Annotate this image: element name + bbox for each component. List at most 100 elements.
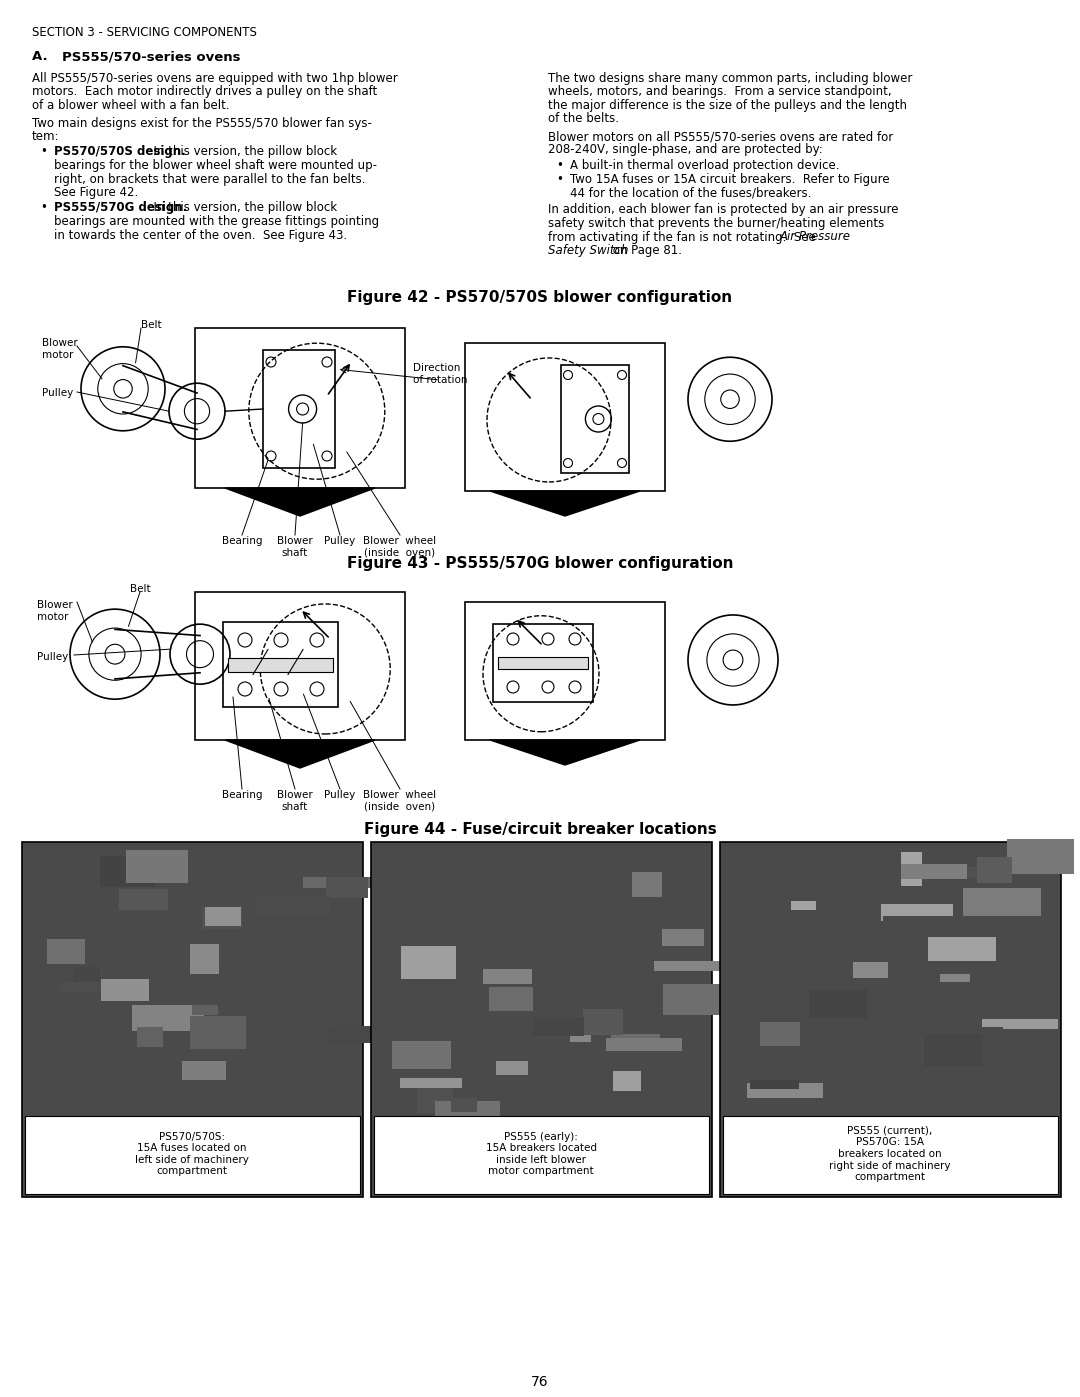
Text: right, on brackets that were parallel to the fan belts.: right, on brackets that were parallel to…: [54, 172, 365, 186]
Bar: [523, 1076, 565, 1098]
Text: •: •: [40, 201, 46, 215]
Text: SECTION 3 - SERVICING COMPONENTS: SECTION 3 - SERVICING COMPONENTS: [32, 27, 257, 39]
Bar: [255, 897, 330, 915]
Bar: [852, 961, 889, 978]
Bar: [948, 866, 1002, 877]
Text: of the belts.: of the belts.: [548, 113, 619, 126]
Text: Direction
of rotation: Direction of rotation: [413, 363, 468, 384]
Text: safety switch that prevents the burner/heating elements: safety switch that prevents the burner/h…: [548, 217, 885, 231]
Text: 76: 76: [531, 1375, 549, 1389]
Text: Pulley: Pulley: [37, 652, 68, 662]
Text: 44 for the location of the fuses/breakers.: 44 for the location of the fuses/breaker…: [570, 186, 811, 198]
Text: Pulley: Pulley: [42, 388, 73, 398]
Bar: [372, 842, 712, 1197]
Bar: [400, 1078, 462, 1088]
Bar: [484, 970, 531, 983]
Bar: [977, 858, 1012, 883]
Text: Figure 42 - PS570/570S blower configuration: Figure 42 - PS570/570S blower configurat…: [348, 291, 732, 305]
Text: on Page 81.: on Page 81.: [609, 244, 683, 257]
Text: Blower motors on all PS555/570-series ovens are rated for: Blower motors on all PS555/570-series ov…: [548, 130, 893, 142]
Bar: [99, 855, 154, 887]
Text: See Figure 42.: See Figure 42.: [54, 186, 138, 198]
Bar: [102, 979, 149, 1000]
Text: All PS555/570-series ovens are equipped with two 1hp blower: All PS555/570-series ovens are equipped …: [32, 73, 397, 85]
Bar: [191, 1004, 218, 1016]
Polygon shape: [225, 488, 375, 515]
Bar: [228, 658, 333, 672]
Bar: [329, 1025, 387, 1044]
Bar: [570, 1023, 591, 1042]
Bar: [902, 852, 922, 886]
Text: PS570/570S:
15A fuses located on
left side of machinery
compartment: PS570/570S: 15A fuses located on left si…: [135, 1132, 248, 1176]
Bar: [137, 1027, 163, 1048]
Bar: [760, 1023, 799, 1046]
Text: PS570/570S design.: PS570/570S design.: [54, 145, 186, 158]
Text: Safety Switch: Safety Switch: [548, 244, 629, 257]
Bar: [25, 1116, 360, 1194]
Text: PS555/570G design.: PS555/570G design.: [54, 201, 187, 215]
Text: PS555/570-series ovens: PS555/570-series ovens: [62, 50, 241, 63]
Bar: [963, 888, 1041, 916]
Text: Figure 44 - Fuse/circuit breaker locations: Figure 44 - Fuse/circuit breaker locatio…: [364, 821, 716, 837]
Bar: [392, 1041, 451, 1069]
Polygon shape: [490, 740, 640, 766]
Bar: [374, 1116, 708, 1194]
Bar: [750, 1080, 799, 1090]
Text: Blower
motor: Blower motor: [37, 599, 72, 622]
Bar: [881, 904, 954, 921]
Bar: [465, 344, 665, 490]
Text: Blower
shaft: Blower shaft: [278, 789, 313, 812]
Bar: [401, 946, 456, 979]
Bar: [222, 622, 338, 707]
Text: Blower  wheel
(inside  oven): Blower wheel (inside oven): [364, 789, 436, 812]
Text: In this version, the pillow block: In this version, the pillow block: [146, 201, 337, 215]
Bar: [632, 872, 662, 897]
Bar: [498, 657, 588, 669]
Bar: [59, 982, 123, 992]
Bar: [941, 974, 970, 982]
Text: Bearing: Bearing: [221, 536, 262, 546]
Text: Blower
shaft: Blower shaft: [278, 536, 313, 557]
Bar: [132, 1006, 204, 1031]
Bar: [653, 961, 723, 971]
Bar: [73, 967, 100, 988]
Text: bearings for the blower wheel shaft were mounted up-: bearings for the blower wheel shaft were…: [54, 159, 377, 172]
Bar: [492, 624, 593, 703]
Bar: [303, 877, 374, 888]
Bar: [22, 842, 363, 1197]
Text: in towards the center of the oven.  See Figure 43.: in towards the center of the oven. See F…: [54, 229, 347, 242]
Bar: [611, 1034, 660, 1049]
Text: Pulley: Pulley: [324, 789, 355, 800]
Bar: [746, 1083, 823, 1098]
Bar: [928, 937, 996, 961]
Bar: [723, 1116, 1058, 1194]
Text: PS555 (current),
PS570G: 15A
breakers located on
right side of machinery
compart: PS555 (current), PS570G: 15A breakers lo…: [829, 1126, 950, 1182]
Bar: [662, 929, 704, 946]
Text: •: •: [556, 172, 563, 186]
Text: A built-in thermal overload protection device.: A built-in thermal overload protection d…: [570, 159, 839, 172]
Bar: [561, 365, 629, 474]
Bar: [190, 943, 219, 974]
Text: Figure 43 - PS555/570G blower configuration: Figure 43 - PS555/570G blower configurat…: [347, 556, 733, 571]
Bar: [750, 957, 811, 979]
Bar: [119, 888, 168, 909]
Bar: [465, 602, 665, 740]
Bar: [882, 916, 954, 929]
Text: •: •: [556, 159, 563, 172]
Bar: [417, 1078, 453, 1113]
Text: Two 15A fuses or 15A circuit breakers.  Refer to Figure: Two 15A fuses or 15A circuit breakers. R…: [570, 172, 890, 186]
Text: tem:: tem:: [32, 130, 59, 142]
Bar: [1003, 1018, 1057, 1030]
Bar: [205, 907, 241, 926]
Text: from activating if the fan is not rotating.  See: from activating if the fan is not rotati…: [548, 231, 820, 243]
Text: PS555 (early):
15A breakers located
inside left blower
motor compartment: PS555 (early): 15A breakers located insi…: [486, 1132, 596, 1176]
Bar: [48, 939, 85, 964]
Bar: [326, 877, 368, 898]
Text: Bearing: Bearing: [221, 789, 262, 800]
Text: bearings are mounted with the grease fittings pointing: bearings are mounted with the grease fit…: [54, 215, 379, 228]
Text: Belt: Belt: [141, 320, 162, 330]
Bar: [923, 1034, 983, 1066]
Text: A.: A.: [32, 50, 62, 63]
Bar: [663, 983, 741, 1014]
Bar: [496, 1062, 528, 1074]
